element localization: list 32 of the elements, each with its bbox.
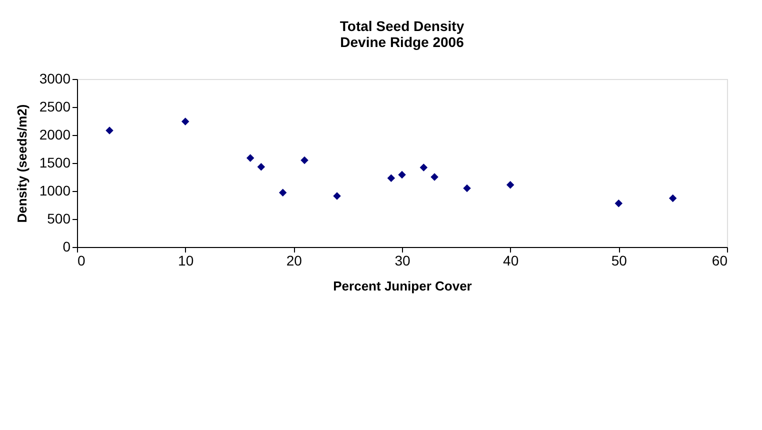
point [278, 188, 287, 197]
point [246, 154, 254, 162]
x-axis-title: Percent Juniper Cover [333, 278, 472, 294]
point [420, 164, 428, 172]
x-tick-label: 10 [178, 252, 194, 268]
point [614, 199, 623, 208]
y-tick-label: 500 [47, 210, 71, 226]
point [257, 163, 266, 171]
point [506, 180, 514, 189]
point [668, 194, 677, 202]
y-tick-label: 0 [62, 238, 71, 254]
point [430, 173, 438, 181]
x-tick-label: 50 [611, 252, 628, 268]
point [398, 170, 406, 179]
point [106, 126, 114, 134]
chart-title: Total Seed Density Devine Ridge 2006 [340, 18, 464, 50]
y-tick-label: 1500 [39, 154, 71, 170]
point [463, 184, 471, 192]
y-tick-label: 2000 [39, 126, 71, 142]
y-tick-label: 3000 [39, 70, 71, 86]
y-axis-title: Density (seeds/m2) [14, 104, 30, 223]
point [300, 156, 308, 164]
x-tick-label: 20 [286, 252, 302, 268]
point [181, 118, 190, 126]
x-tick-label: 40 [503, 252, 519, 268]
point [333, 192, 341, 200]
point [387, 174, 396, 182]
x-tick-label: 30 [394, 252, 410, 268]
x-tick-label: 60 [712, 252, 728, 268]
x-tick-label: 0 [78, 252, 86, 268]
y-tick-label: 2500 [39, 98, 71, 114]
y-tick-label: 1000 [39, 182, 71, 198]
